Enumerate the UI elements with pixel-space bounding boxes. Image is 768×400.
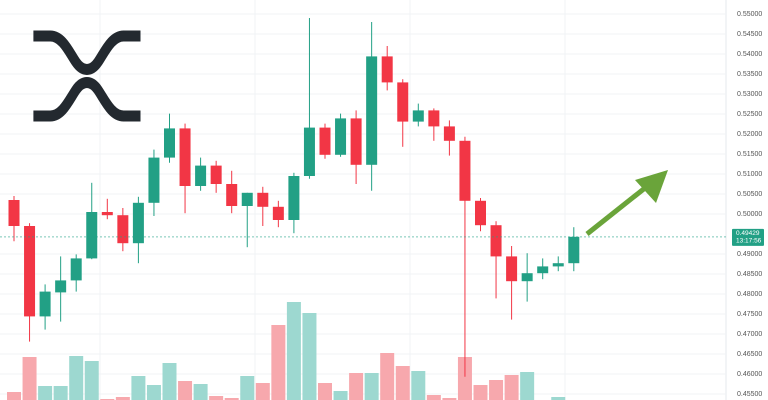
volume-bar: [115, 397, 130, 400]
y-tick-label: 0.54000: [737, 51, 762, 58]
volume-bar: [349, 373, 364, 400]
candle-body: [381, 56, 393, 83]
volume-bar: [489, 380, 504, 400]
y-tick-label: 0.52500: [737, 111, 762, 118]
candle-body: [428, 110, 440, 127]
y-tick-label: 0.46500: [737, 351, 762, 358]
volume-bar: [53, 386, 68, 400]
candle-body: [319, 127, 331, 155]
candle-body: [350, 118, 362, 165]
volume-bar: [240, 376, 255, 400]
volume-bar: [193, 384, 208, 400]
y-tick-label: 0.53000: [737, 91, 762, 98]
volume-bar: [84, 361, 99, 400]
y-tick-label: 0.50000: [737, 211, 762, 218]
candle-body: [101, 212, 113, 216]
candle-body: [210, 165, 222, 184]
volume-bar: [255, 383, 270, 400]
candle-body: [195, 165, 207, 186]
y-tick-label: 0.51000: [737, 171, 762, 178]
candle-body: [8, 200, 20, 226]
volume-bar: [442, 398, 457, 400]
volume-bar: [146, 385, 161, 400]
volume-bar: [395, 366, 410, 400]
y-tick-label: 0.50500: [737, 191, 762, 198]
volume-bar: [69, 356, 84, 400]
volume-bar: [209, 396, 224, 400]
volume-bar: [411, 371, 426, 400]
volume-bar: [318, 383, 332, 400]
candle-body: [148, 157, 160, 203]
last-price-label: 0.49429: [736, 230, 760, 237]
candle-body: [443, 126, 455, 141]
candle-body: [459, 140, 471, 201]
volume-bar: [504, 375, 519, 400]
volume-bar: [302, 313, 317, 400]
candle-body: [55, 280, 67, 293]
candle-body: [475, 200, 486, 226]
candle-body: [39, 291, 51, 317]
volume-bar: [271, 325, 286, 400]
candle-body: [490, 225, 502, 257]
candle-body: [257, 192, 269, 207]
volume-bar: [131, 376, 146, 400]
y-tick-label: 0.47000: [737, 331, 762, 338]
volume-bar: [364, 373, 379, 400]
y-tick-label: 0.48500: [737, 271, 762, 278]
volume-bar: [457, 357, 472, 400]
volume-bar: [22, 357, 37, 400]
countdown-label: 13:17:56: [736, 238, 762, 245]
volume-bar: [38, 386, 53, 400]
candle-body: [24, 226, 36, 317]
candle-body: [412, 110, 424, 122]
candle-body: [335, 118, 347, 155]
y-tick-label: 0.54500: [737, 31, 762, 38]
y-tick-label: 0.47500: [737, 311, 762, 318]
volume-bar: [162, 363, 177, 400]
candle-body: [70, 258, 82, 281]
xrp-logo: [33, 30, 141, 122]
volume-bar: [380, 353, 395, 400]
candle-body: [506, 256, 518, 282]
candle-body: [117, 215, 129, 244]
volume-bar: [224, 398, 239, 400]
y-tick-label: 0.49000: [737, 251, 762, 258]
candle-body: [537, 266, 549, 274]
volume-bar: [520, 372, 535, 400]
candle-body: [179, 128, 191, 186]
y-tick-label: 0.52000: [737, 131, 762, 138]
candle-body: [164, 128, 175, 158]
y-tick-label: 0.48000: [737, 291, 762, 298]
candle-body: [552, 263, 564, 267]
candle-body: [521, 273, 533, 282]
volume-bar: [333, 391, 348, 400]
y-tick-label: 0.45500: [737, 391, 762, 398]
volume-bar: [7, 392, 21, 400]
candle-body: [241, 192, 253, 206]
grid-vertical: [99, 0, 566, 400]
volume-bar: [426, 395, 441, 400]
candle-body: [132, 202, 144, 244]
candle-body: [303, 127, 315, 176]
candle-body: [226, 184, 238, 206]
candle-body: [568, 236, 580, 264]
candle-body: [288, 176, 300, 220]
candle-body: [272, 206, 284, 220]
candle-body: [86, 212, 98, 259]
y-tick-label: 0.51500: [737, 151, 762, 158]
last-price-box: [732, 228, 764, 246]
trend-arrow: [585, 170, 668, 236]
volume-bar: [286, 302, 301, 400]
volume-bar: [551, 397, 566, 400]
volume-bar: [473, 385, 488, 400]
candle-body: [366, 56, 378, 165]
y-tick-label: 0.53500: [737, 71, 762, 78]
volume-bar: [178, 381, 193, 400]
y-tick-label: 0.55000: [737, 11, 762, 18]
y-tick-label: 0.46000: [737, 371, 762, 378]
candle-body: [397, 82, 409, 122]
